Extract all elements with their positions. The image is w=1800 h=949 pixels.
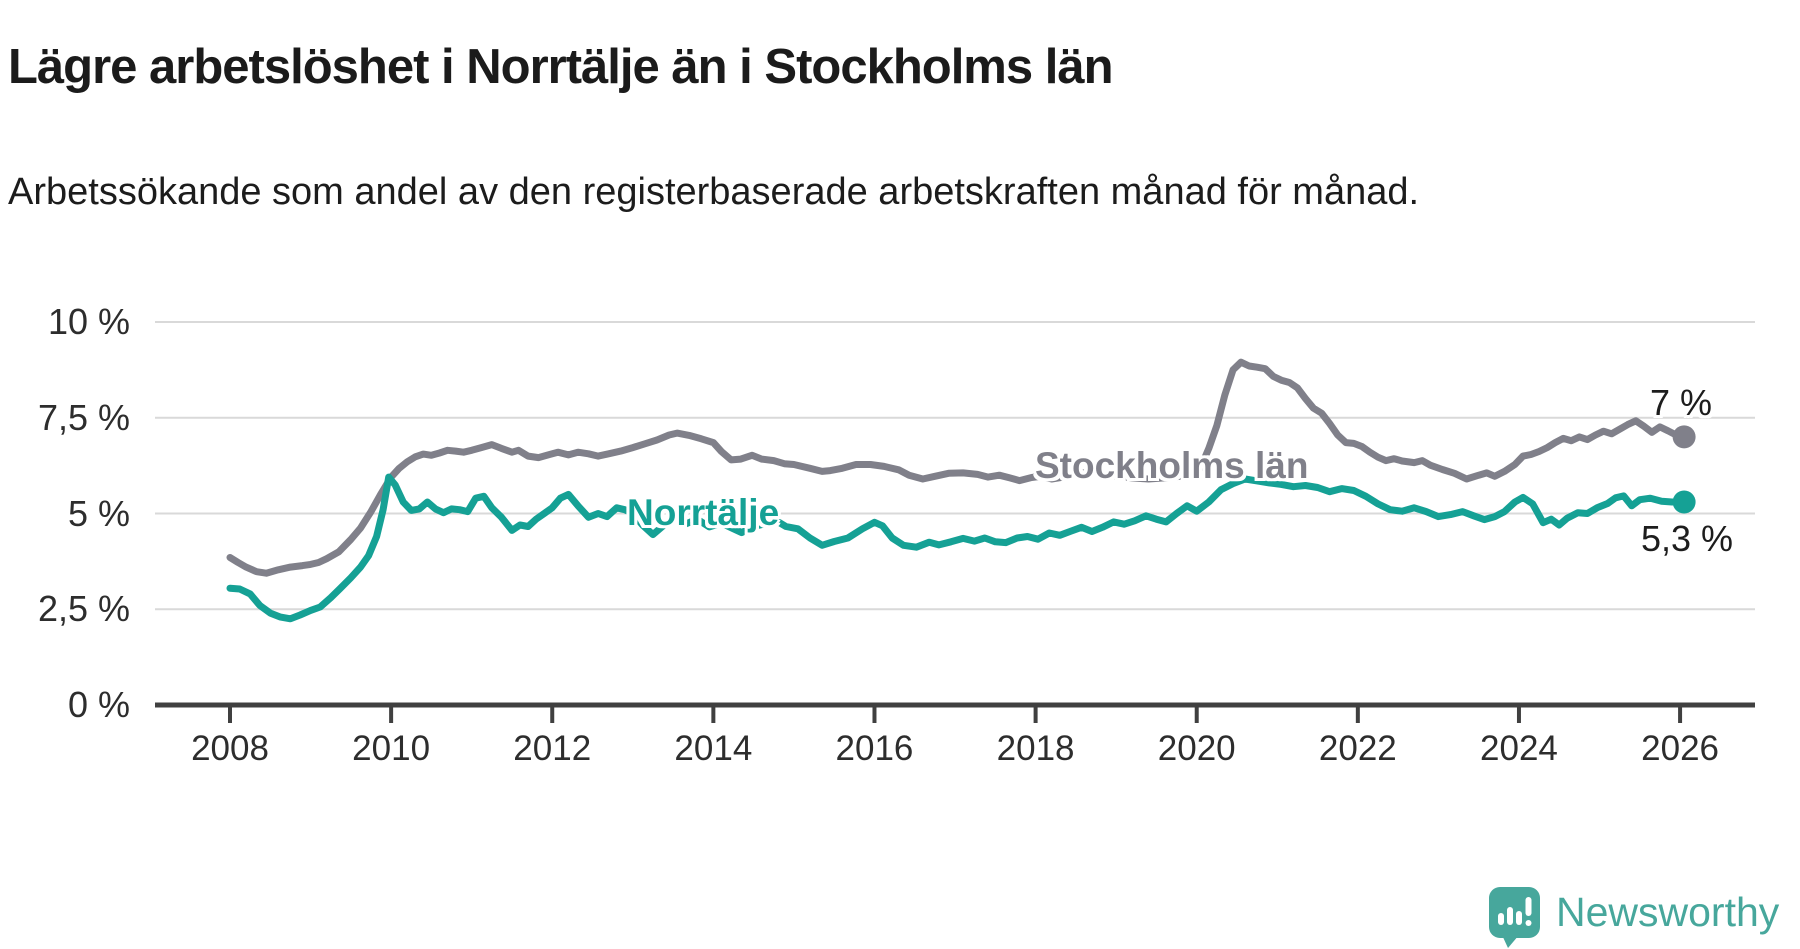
newsworthy-logo-icon (1489, 887, 1540, 948)
y-axis-label: 5 % (67, 492, 130, 534)
series-line (226, 473, 1688, 623)
y-axis-label: 2,5 % (37, 588, 130, 630)
x-axis-label: 2022 (1318, 729, 1397, 768)
x-axis-label: 2012 (513, 729, 592, 768)
series-line (226, 358, 1688, 577)
y-axis-label: 7,5 % (37, 396, 130, 438)
y-axis-label: 0 % (67, 684, 130, 725)
series-label-norrtalje: Norrtälje (627, 492, 780, 533)
x-axis-label: 2020 (1157, 729, 1236, 768)
x-axis-label: 2008 (191, 729, 269, 768)
x-axis-label: 2010 (352, 729, 431, 768)
series-end-dot (1672, 425, 1696, 449)
x-axis-label: 2014 (674, 729, 753, 768)
x-axis-label: 2016 (835, 729, 914, 768)
x-axis-label: 2018 (996, 729, 1075, 768)
newsworthy-logo: Newsworthy (1489, 887, 1779, 949)
page-title: Lägre arbetslöshet i Norrtälje än i Stoc… (8, 39, 1114, 94)
end-value-label-stockholms-lan: 7 % (1650, 382, 1713, 423)
end-value-label-norrtalje: 5,3 % (1641, 518, 1734, 559)
series-end-dot (1672, 490, 1696, 514)
x-axis-label: 2024 (1480, 729, 1558, 768)
y-axis-label: 10 % (47, 301, 130, 342)
x-axis-label: 2026 (1641, 729, 1720, 768)
page-subtitle: Arbetssökande som andel av den registerb… (8, 171, 1420, 213)
series-label-stockholms-lan: Stockholms län (1035, 445, 1309, 486)
newsworthy-logo-text: Newsworthy (1556, 889, 1780, 935)
